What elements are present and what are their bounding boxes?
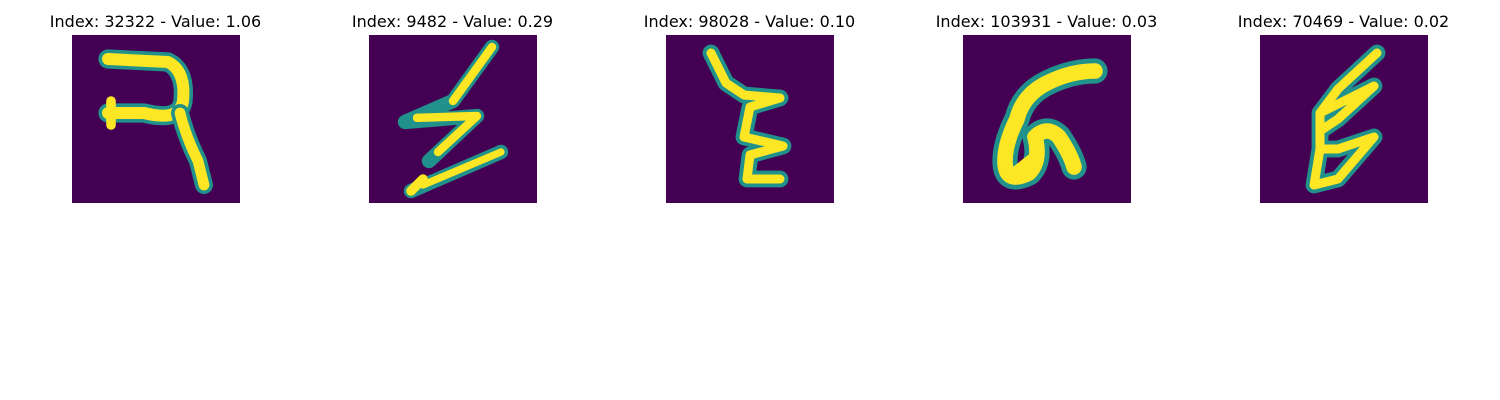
digit-image — [1260, 35, 1428, 203]
digit-image — [72, 35, 240, 203]
digit-image — [369, 35, 537, 203]
panel-5: Index: 70469 - Value: 0.02 — [1195, 0, 1492, 210]
panel-title: Index: 98028 - Value: 0.10 — [643, 12, 856, 31]
panel-title: Index: 70469 - Value: 0.02 — [1237, 12, 1450, 31]
panel-4: Index: 103931 - Value: 0.03 — [898, 0, 1195, 210]
panel-2: Index: 9482 - Value: 0.29 — [304, 0, 601, 210]
panel-3: Index: 98028 - Value: 0.10 — [601, 0, 898, 210]
panel-1: Index: 32322 - Value: 1.06 — [7, 0, 304, 210]
panel-title: Index: 32322 - Value: 1.06 — [49, 12, 262, 31]
panel-title: Index: 9482 - Value: 0.29 — [351, 12, 554, 31]
digit-image — [666, 35, 834, 203]
digit-image — [963, 35, 1131, 203]
panel-title: Index: 103931 - Value: 0.03 — [935, 12, 1158, 31]
